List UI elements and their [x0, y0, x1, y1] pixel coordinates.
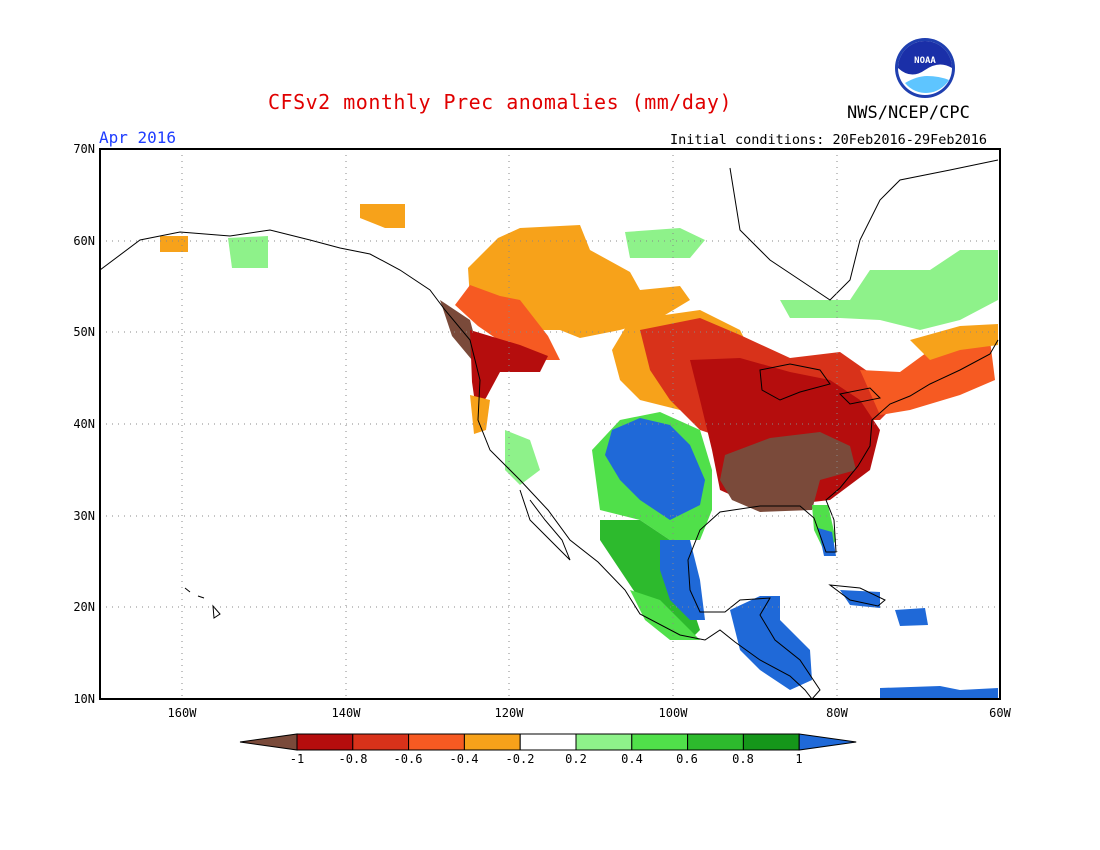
colorbar-label: -0.4: [449, 752, 479, 766]
anomaly-central-america: [730, 596, 812, 690]
colorbar-label: -0.6: [393, 752, 423, 766]
colorbar-swatch: [742, 733, 800, 751]
lat-label: 10N: [73, 692, 95, 706]
anomaly-hudson-green: [625, 228, 705, 258]
lon-label: 100W: [658, 706, 688, 720]
map-title: CFSv2 monthly Prec anomalies (mm/day): [267, 90, 733, 114]
colorbar-swatch: [463, 733, 521, 751]
colorbar-label: 0.2: [565, 752, 587, 766]
noaa-logo: NOAA: [895, 38, 955, 98]
lon-label: 80W: [826, 706, 848, 720]
anomaly-field: [160, 204, 998, 699]
anomaly-alaska-green: [228, 236, 268, 268]
anomaly-yukon-orange: [360, 204, 405, 228]
valid-month-label: Apr 2016: [99, 128, 177, 147]
colorbar-label: 0.8: [732, 752, 754, 766]
anomaly-mexico-blue: [660, 540, 705, 620]
colorbar-label: -1: [289, 752, 305, 766]
svg-text:NOAA: NOAA: [914, 56, 936, 66]
lon-label: 120W: [494, 706, 524, 720]
lon-label: 160W: [167, 706, 197, 720]
lon-label: 140W: [331, 706, 361, 720]
agency-label: NWS/NCEP/CPC: [847, 103, 970, 123]
anomaly-northeast: [860, 340, 995, 415]
colorbar-label: -0.8: [338, 752, 368, 766]
anomaly-mexico-south: [630, 590, 700, 640]
lat-label: 40N: [73, 417, 95, 431]
anomaly-southwest-light: [505, 430, 540, 485]
lat-label: 60N: [73, 234, 95, 248]
anomaly-alaska-orange: [160, 236, 188, 252]
coastline-hawaii: [184, 587, 221, 619]
colorbar-swatch: [296, 733, 354, 751]
colorbar: [239, 733, 857, 751]
anomaly-southeast: [720, 432, 856, 512]
colorbar-swatch: [631, 733, 689, 751]
colorbar-swatch: [352, 733, 410, 751]
anomaly-south-america: [880, 686, 998, 699]
coastline-north-america: [100, 229, 813, 699]
lat-label: 20N: [73, 600, 95, 614]
coastline-hudson-bay: [729, 159, 999, 301]
colorbar-swatch: [239, 733, 298, 751]
colorbar-swatch: [798, 733, 857, 751]
coastlines: [100, 159, 999, 699]
lat-label: 30N: [73, 509, 95, 523]
initial-conditions-label: Initial conditions: 20Feb2016-29Feb2016: [670, 132, 987, 148]
anomaly-bc-coast: [455, 285, 560, 360]
coastline-great-lakes: [759, 363, 882, 405]
colorbar-swatch: [519, 733, 577, 751]
anomaly-quebec: [780, 250, 998, 330]
lat-label: 50N: [73, 325, 95, 339]
lat-label: 70N: [73, 142, 95, 156]
colorbar-swatch: [575, 733, 633, 751]
colorbar-label: 0.4: [621, 752, 643, 766]
coastline-baja: [519, 489, 571, 561]
colorbar-swatch: [408, 733, 465, 751]
colorbar-label: 0.6: [676, 752, 698, 766]
anomaly-pnw-red: [470, 330, 548, 410]
colorbar-label: 1: [795, 752, 803, 766]
anomaly-texas: [605, 418, 705, 520]
anomaly-cuba: [840, 590, 880, 608]
graticule: [100, 149, 1000, 699]
anomaly-maritimes: [910, 324, 998, 360]
coastline-gulf: [687, 339, 999, 699]
anomaly-hispaniola: [895, 608, 928, 626]
coastline-cuba: [828, 584, 886, 607]
anomaly-florida-blue: [818, 528, 836, 556]
colorbar-swatch: [687, 733, 744, 751]
lon-label: 60W: [989, 706, 1011, 720]
anomaly-west-orange: [470, 395, 490, 434]
map-frame: [99, 148, 1001, 700]
colorbar-label: -0.2: [505, 752, 535, 766]
